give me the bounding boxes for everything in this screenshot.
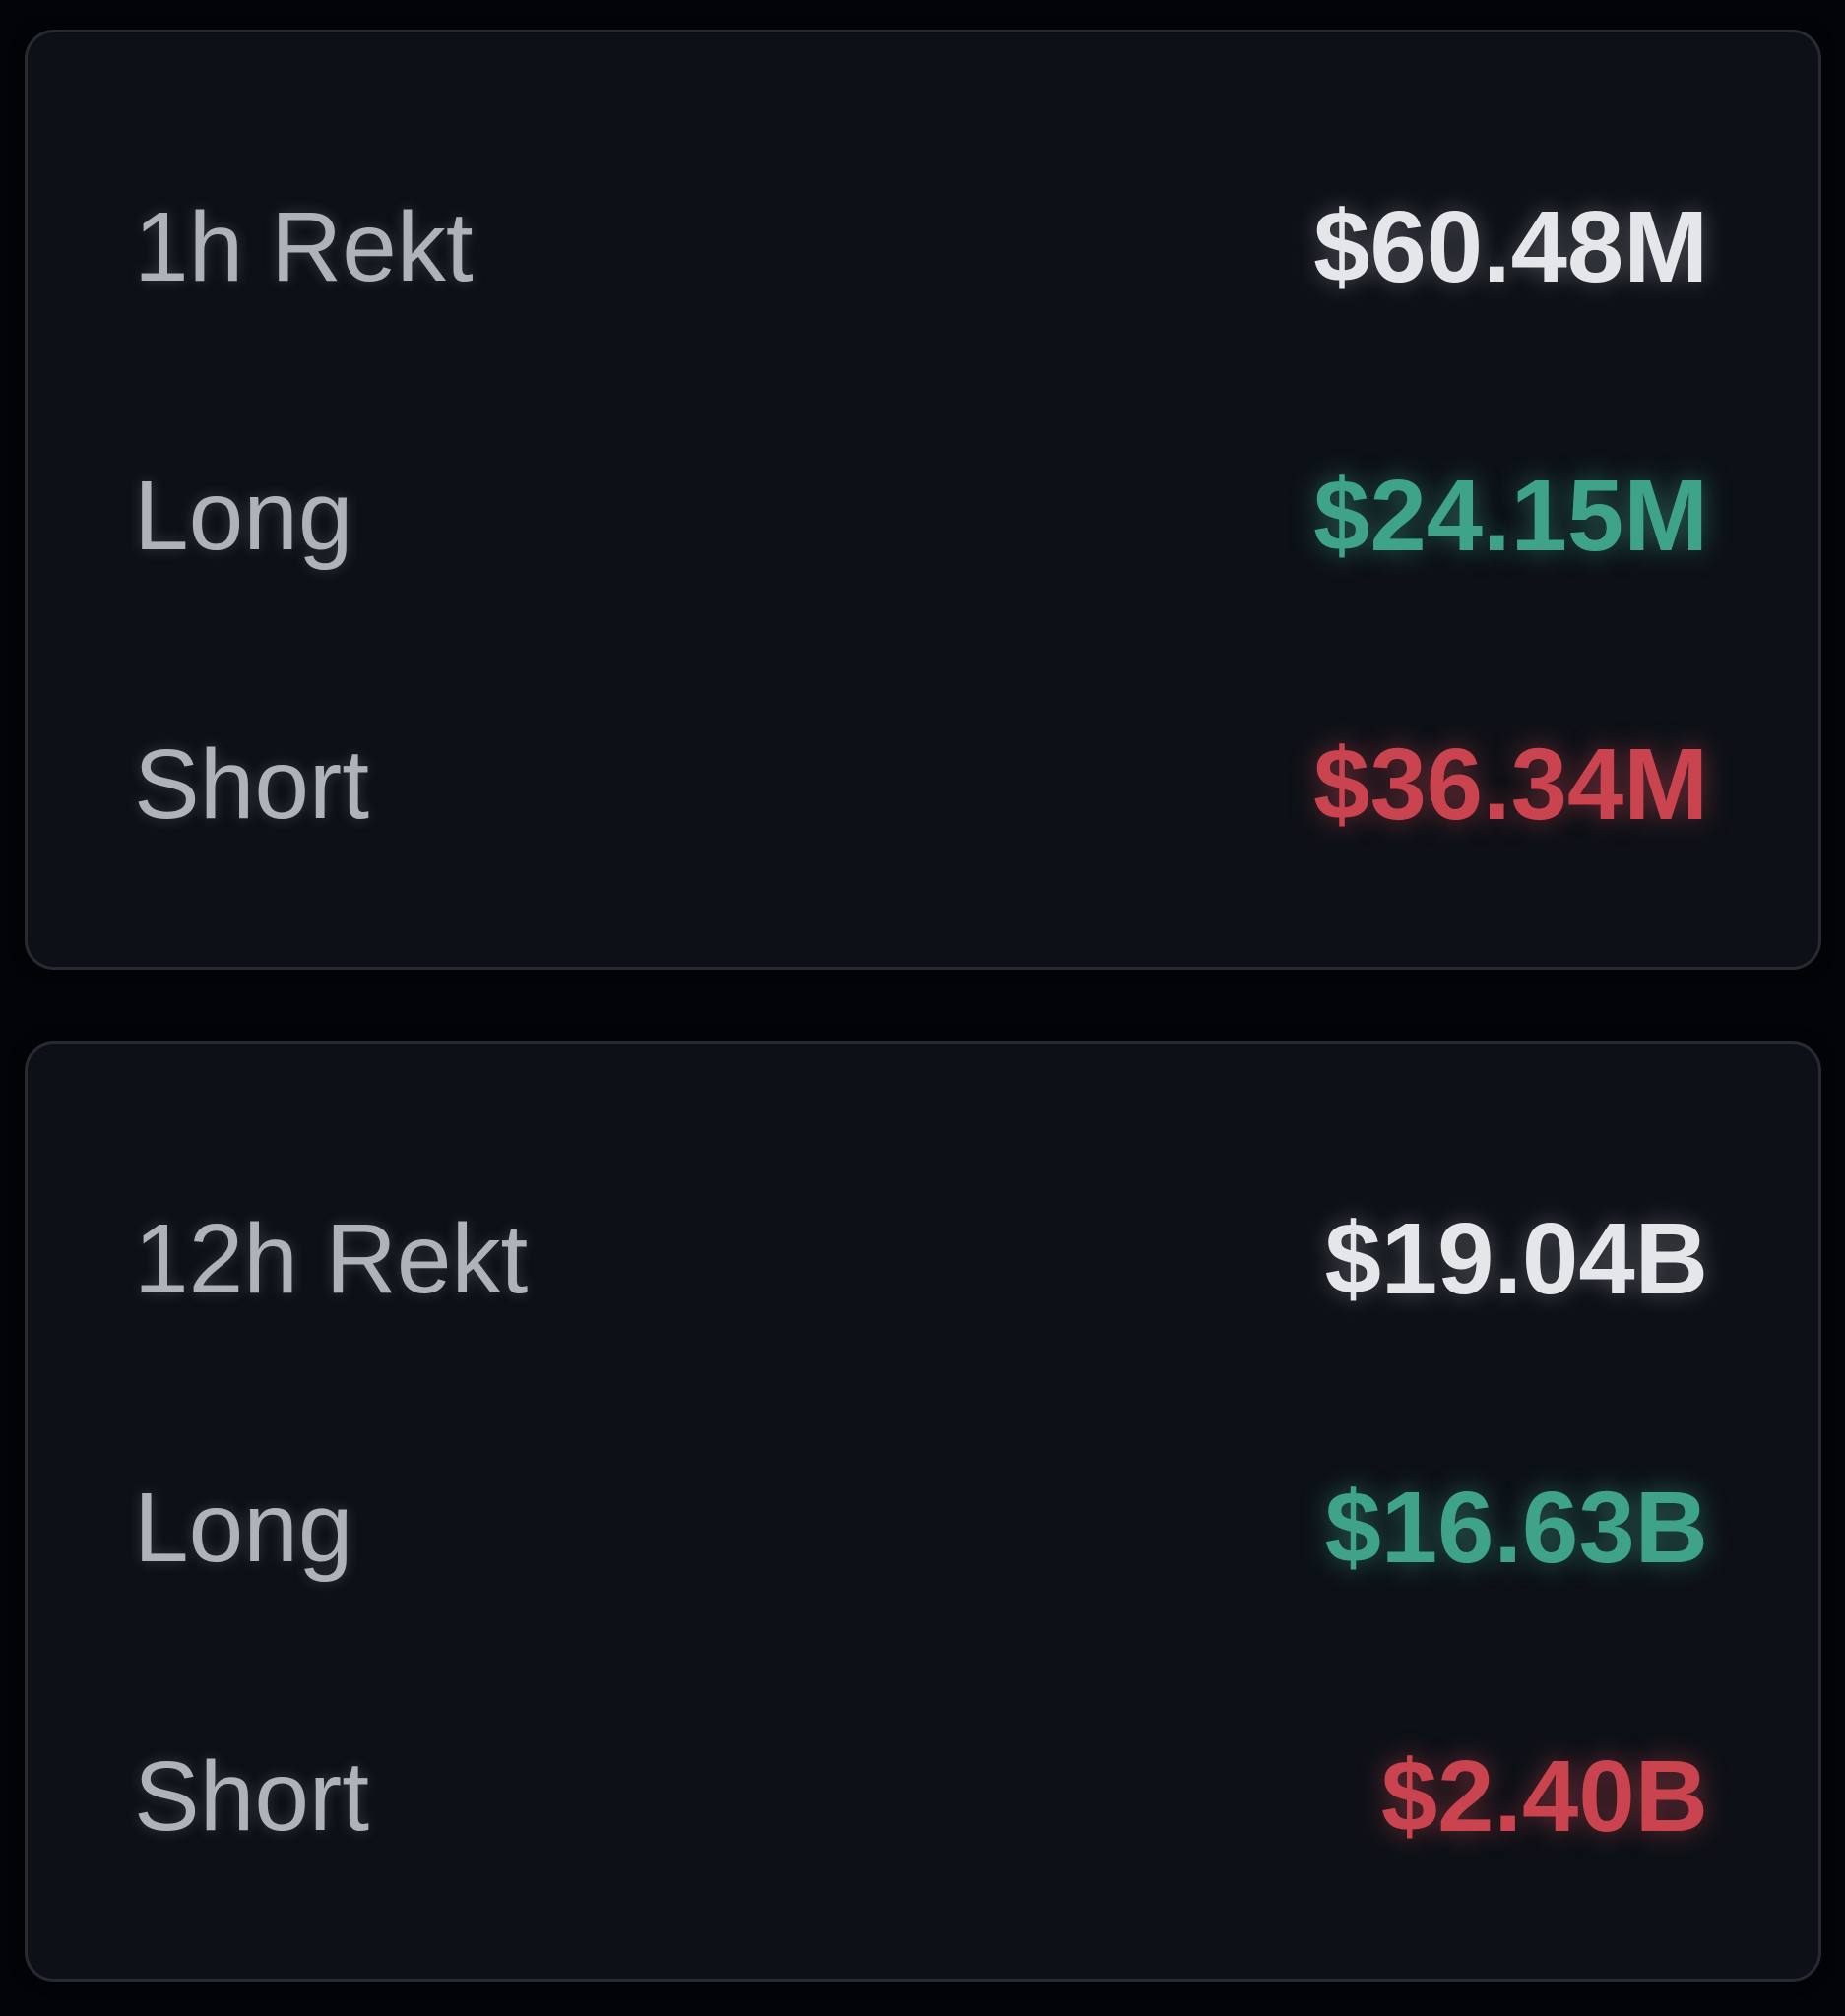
short-value: $2.40B <box>1380 1739 1708 1853</box>
short-row: Short $36.34M <box>134 727 1708 841</box>
short-label: Short <box>134 1741 370 1852</box>
short-value: $36.34M <box>1313 727 1708 841</box>
total-rekt-value: $19.04B <box>1324 1202 1708 1315</box>
card-title: 12h Rekt <box>134 1204 529 1314</box>
long-label: Long <box>134 461 353 571</box>
card-title: 1h Rekt <box>134 192 474 302</box>
rekt-header-row: 1h Rekt $60.48M <box>134 190 1708 303</box>
long-value: $24.15M <box>1313 459 1708 572</box>
short-row: Short $2.40B <box>134 1739 1708 1853</box>
long-value: $16.63B <box>1324 1471 1708 1584</box>
rekt-header-row: 12h Rekt $19.04B <box>134 1202 1708 1315</box>
long-label: Long <box>134 1473 353 1583</box>
total-rekt-value: $60.48M <box>1313 190 1708 303</box>
long-row: Long $24.15M <box>134 459 1708 572</box>
rekt-card-1h[interactable]: 1h Rekt $60.48M Long $24.15M Short $36.3… <box>25 30 1821 970</box>
long-row: Long $16.63B <box>134 1471 1708 1584</box>
rekt-card-12h[interactable]: 12h Rekt $19.04B Long $16.63B Short $2.4… <box>25 1041 1821 1982</box>
short-label: Short <box>134 729 370 840</box>
